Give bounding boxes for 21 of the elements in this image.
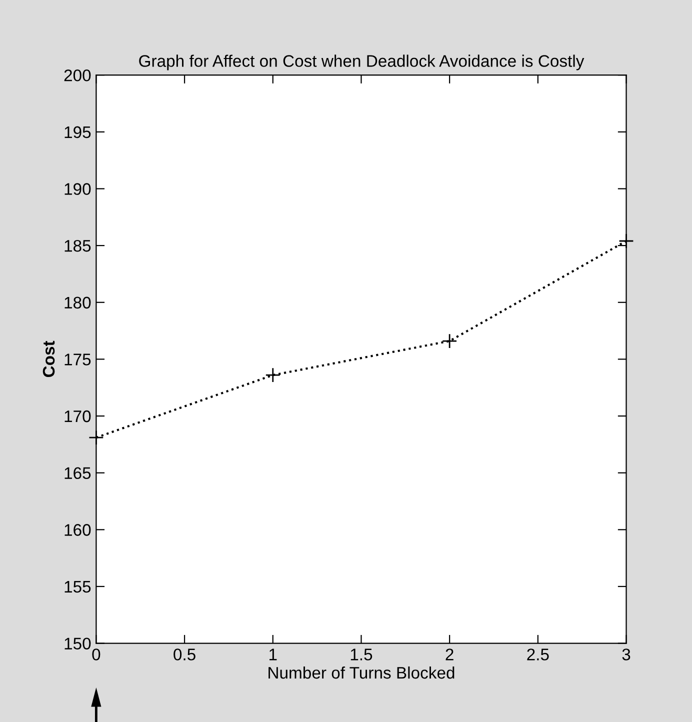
- y-tick-label: 170: [64, 410, 91, 422]
- y-tick-label: 175: [64, 354, 91, 366]
- x-tick-label: 2.5: [527, 648, 549, 660]
- x-tick-label: 0: [92, 648, 100, 660]
- x-tick-label: 0.5: [174, 648, 196, 660]
- y-tick-label: 195: [64, 126, 91, 138]
- x-tick-label: 2: [446, 648, 454, 660]
- chart-title: Graph for Affect on Cost when Deadlock Avoidance is Costly: [139, 54, 584, 70]
- y-tick-label: 185: [64, 240, 91, 252]
- y-tick-label: 165: [64, 467, 91, 480]
- x-tick-label: 1: [270, 648, 277, 660]
- y-tick-label: 180: [64, 296, 91, 309]
- y-tick-label: 190: [64, 183, 91, 195]
- y-tick-label: 150: [64, 638, 91, 650]
- y-axis-title: Cost: [42, 340, 55, 378]
- y-tick-label: 200: [64, 69, 91, 82]
- x-axis-title: Number of Turns Blocked: [268, 666, 454, 679]
- x-tick-label: 1.5: [350, 648, 372, 660]
- y-tick-label: 155: [64, 581, 91, 593]
- y-tick-label: 160: [64, 524, 91, 536]
- x-tick-label: 3: [622, 648, 630, 660]
